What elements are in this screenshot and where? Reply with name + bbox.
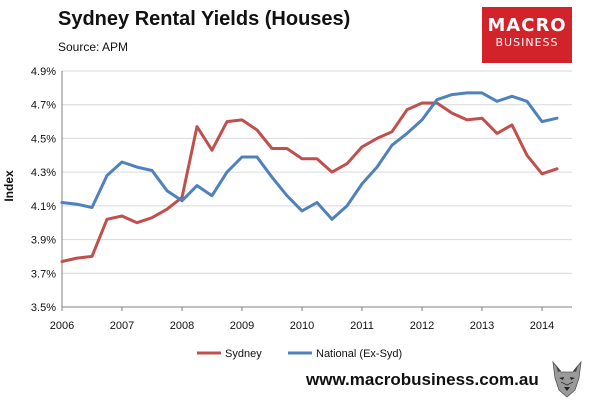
x-tick-label: 2009 <box>230 320 254 332</box>
chart-title: Sydney Rental Yields (Houses) <box>58 8 351 30</box>
series-line-sydney <box>60 101 559 263</box>
y-tick-label: 3.5% <box>31 302 56 314</box>
logo-line-1: MACRO <box>487 15 567 36</box>
y-axis-label: Index <box>2 170 16 202</box>
x-tick-label: 2010 <box>290 320 314 332</box>
y-tick-label: 4.5% <box>31 133 56 145</box>
chart-series <box>60 91 559 263</box>
x-axis-tick-labels: 2006 2007 2008 2009 2010 2011 2012 2013 2014 <box>50 320 554 332</box>
x-tick-label: 2007 <box>110 320 134 332</box>
macrobusiness-logo[interactable]: MACRO BUSINESS <box>482 7 572 63</box>
y-tick-label: 3.7% <box>31 268 56 280</box>
x-tick-label: 2014 <box>530 320 554 332</box>
chart-axes <box>61 71 572 311</box>
y-tick-label: 4.1% <box>31 201 56 213</box>
chart-gridlines <box>62 70 572 308</box>
x-tick-label: 2006 <box>50 320 74 332</box>
x-tick-label: 2008 <box>170 320 194 332</box>
chart-source: Source: APM <box>58 40 129 54</box>
legend-label-sydney: Sydney <box>225 348 262 360</box>
wolf-head-icon <box>549 360 585 398</box>
y-axis-tick-labels: 3.5% 3.7% 3.9% 4.1% 4.3% 4.5% 4.7% 4.9% <box>31 66 56 314</box>
chart-legend: Sydney National (Ex-Syd) <box>197 348 402 360</box>
series-line-national-ex-syd <box>60 91 559 221</box>
y-tick-label: 4.3% <box>31 167 56 179</box>
x-tick-label: 2011 <box>350 320 374 332</box>
y-tick-label: 3.9% <box>31 235 56 247</box>
footer-url[interactable]: www.macrobusiness.com.au <box>306 370 539 389</box>
legend-label-national-ex-syd: National (Ex-Syd) <box>316 348 402 360</box>
y-tick-label: 4.9% <box>31 66 56 78</box>
x-tick-label: 2013 <box>470 320 494 332</box>
logo-line-2: BUSINESS <box>495 36 559 49</box>
x-tick-label: 2012 <box>410 320 434 332</box>
y-tick-label: 4.7% <box>31 100 56 112</box>
